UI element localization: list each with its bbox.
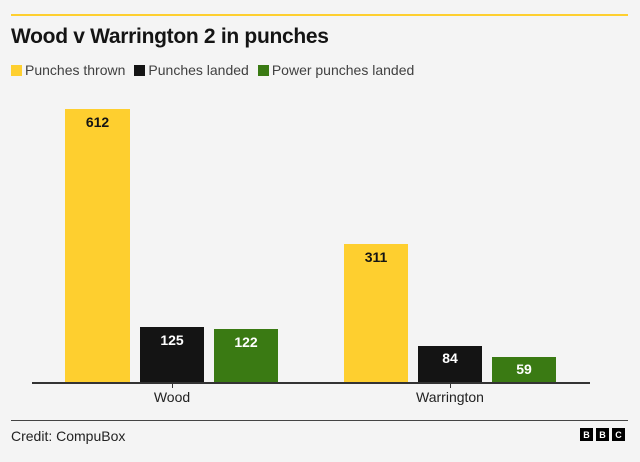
bar-value: 59 <box>516 361 532 377</box>
bar-wood-power-punches: 122 <box>214 329 278 383</box>
bar-wood-punches-thrown: 612 <box>65 109 130 383</box>
bbc-logo-letter: B <box>580 428 593 441</box>
legend-item-power-punches-landed: Power punches landed <box>257 62 415 78</box>
legend: Punches thrown Punches landed Power punc… <box>11 62 423 78</box>
legend-swatch-black <box>134 64 146 76</box>
source-credit: Credit: CompuBox <box>11 428 126 444</box>
x-tick-wood <box>172 384 173 388</box>
legend-label: Punches thrown <box>25 62 126 78</box>
bbc-logo: B B C <box>580 428 628 441</box>
bar-value: 311 <box>364 249 388 265</box>
footer-divider <box>11 420 628 421</box>
x-tick-warrington <box>450 384 451 388</box>
legend-swatch-yellow <box>11 64 22 76</box>
bbc-logo-letter: B <box>596 428 609 441</box>
x-axis <box>32 382 590 384</box>
top-accent-line <box>11 14 628 16</box>
legend-item-punches-thrown: Punches thrown <box>11 62 125 78</box>
bar-value: 612 <box>85 114 110 130</box>
chart-title: Wood v Warrington 2 in punches <box>11 25 329 48</box>
bar-value: 122 <box>234 334 258 350</box>
legend-item-punches-landed: Punches landed <box>134 62 249 78</box>
legend-label: Power punches landed <box>271 62 415 78</box>
bar-warrington-punches-thrown: 311 <box>344 244 408 383</box>
bar-value: 125 <box>160 332 184 348</box>
x-label-warrington: Warrington <box>416 389 484 405</box>
legend-label: Punches landed <box>148 62 249 78</box>
bar-wood-punches-landed: 125 <box>140 327 204 383</box>
bbc-logo-letter: C <box>612 428 625 441</box>
x-label-wood: Wood <box>153 389 191 405</box>
bar-warrington-power-punches: 59 <box>492 357 556 383</box>
bar-warrington-punches-landed: 84 <box>418 346 482 383</box>
bar-value: 84 <box>442 350 458 366</box>
legend-swatch-green <box>257 64 269 76</box>
